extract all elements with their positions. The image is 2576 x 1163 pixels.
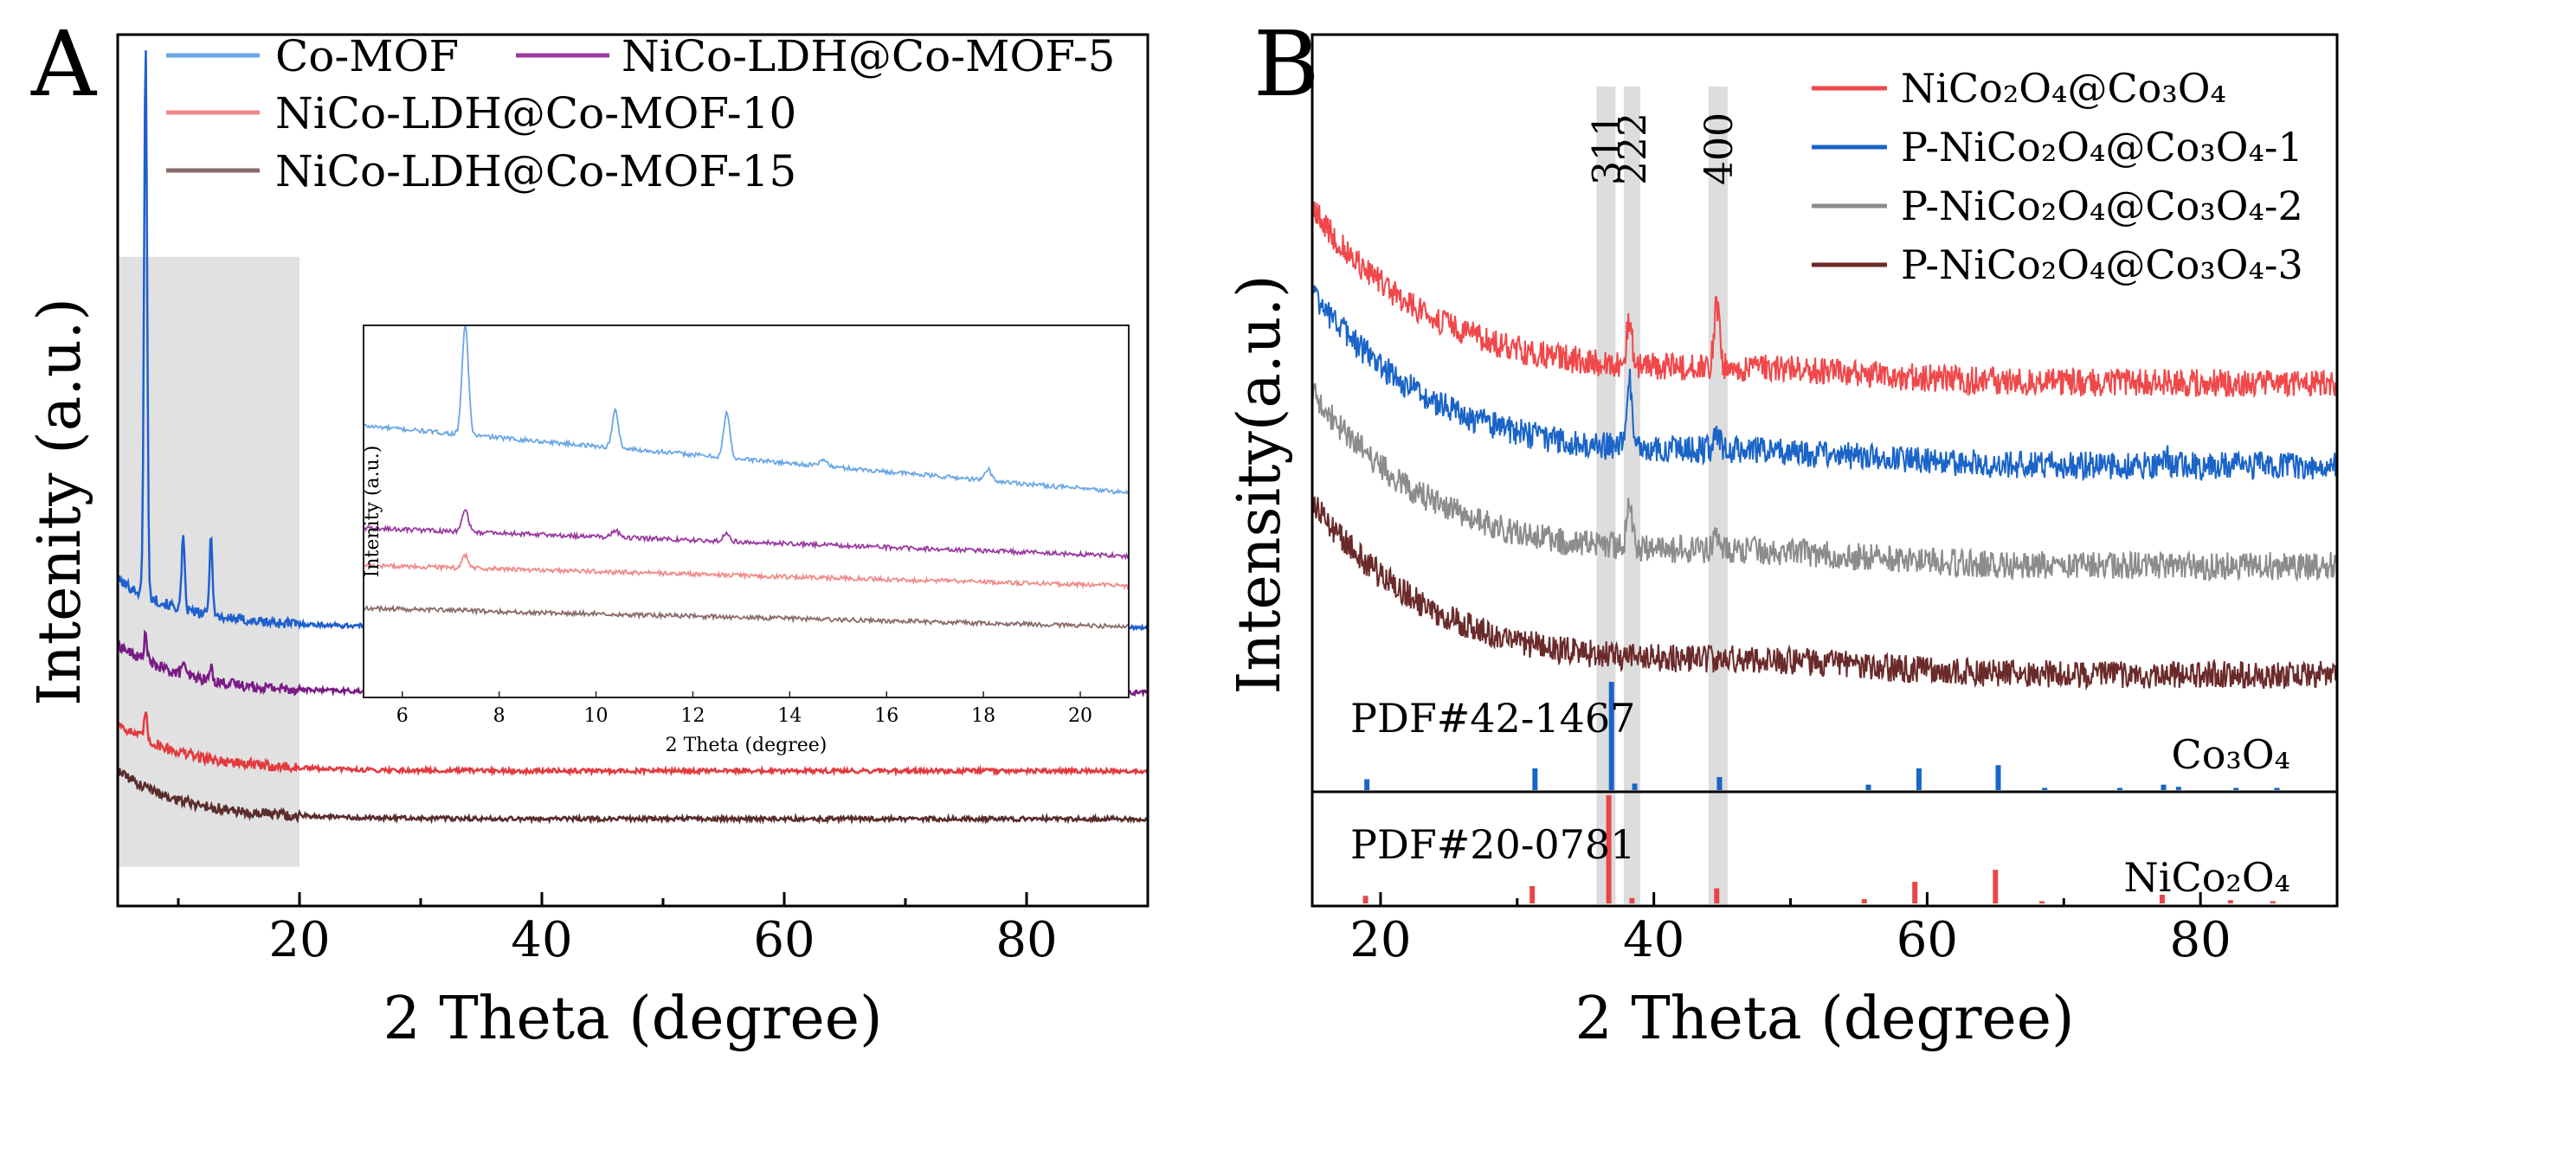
a-legend-label-ldh-10: NiCo-LDH@Co-MOF-10 bbox=[275, 88, 796, 138]
panel-a: 20 40 60 80 2 Theta (degree) Intenity (a.u.… bbox=[26, 31, 1150, 1053]
a-inset-series-nico-ldh-co-mof-15 bbox=[363, 604, 1130, 630]
b-x-tick-label: 80 bbox=[2170, 912, 2231, 968]
b-series-nico-o-co-o bbox=[1311, 201, 2338, 399]
a-inset-x-tick-label: 12 bbox=[680, 705, 705, 727]
a-series-nico-ldh-co-mof-15 bbox=[116, 768, 1149, 826]
a-inset-x-tick-label: 18 bbox=[971, 705, 995, 727]
a-x-tick-label: 40 bbox=[511, 912, 572, 968]
a-inset-frame bbox=[363, 324, 1130, 698]
panel-b-label: B bbox=[1253, 11, 1319, 117]
a-inset-x-tick-label: 16 bbox=[874, 705, 898, 727]
a-legend-label-ldh-15: NiCo-LDH@Co-MOF-15 bbox=[275, 146, 796, 196]
a-inset-background bbox=[364, 325, 1129, 697]
a-inset-y-axis-label: Intenity (a.u.) bbox=[362, 446, 383, 578]
a-y-axis-label: Intenity (a.u.) bbox=[26, 298, 94, 706]
b-legend-label-1: NiCo₂O₄@Co₃O₄ bbox=[1901, 65, 2226, 112]
a-inset-x-tick-label: 10 bbox=[584, 705, 609, 727]
a-x-tick-label: 20 bbox=[268, 912, 330, 968]
b-ref-label-nico2o4-pdf: PDF#20-0781 bbox=[1350, 821, 1635, 868]
a-legend-label-ldh-5: NiCo-LDH@Co-MOF-5 bbox=[621, 31, 1115, 81]
a-inset-series-co-mof bbox=[363, 324, 1130, 495]
panel-a-label: A bbox=[30, 11, 98, 117]
a-x-axis-label: 2 Theta (degree) bbox=[383, 985, 882, 1053]
a-x-tick-label: 60 bbox=[753, 912, 815, 968]
b-highlight-band bbox=[1708, 87, 1728, 904]
a-highlight-region bbox=[118, 256, 299, 867]
b-plane-label-400: 400 bbox=[1697, 112, 1742, 185]
b-legend-label-4: P-NiCo₂O₄@Co₃O₄-3 bbox=[1901, 241, 2303, 288]
b-y-axis-label: Intensity(a.u.) bbox=[1226, 274, 1294, 694]
b-x-axis-label: 2 Theta (degree) bbox=[1575, 985, 2074, 1053]
b-highlight-band bbox=[1623, 87, 1640, 904]
a-x-tick-label: 80 bbox=[995, 912, 1057, 968]
b-series-p-nico-o-co-o-3 bbox=[1311, 496, 2338, 691]
b-ref-phase-nico2o4: NiCo₂O₄ bbox=[2124, 854, 2290, 901]
a-legend-label-co-mof: Co-MOF bbox=[275, 31, 459, 81]
a-inset-series-nico-ldh-co-mof-5 bbox=[363, 509, 1130, 561]
b-x-tick-label: 40 bbox=[1623, 912, 1684, 968]
a-legend: Co-MOF NiCo-LDH@Co-MOF-5 NiCo-LDH@Co-MOF… bbox=[166, 31, 1115, 196]
a-inset-x-tick-label: 6 bbox=[396, 705, 409, 727]
a-inset-series-nico-ldh-co-mof-10 bbox=[363, 551, 1130, 590]
b-series-p-nico-o-co-o-2 bbox=[1311, 382, 2338, 583]
b-x-tick-label: 60 bbox=[1897, 912, 1958, 968]
a-inset-x-axis-label: 2 Theta (degree) bbox=[666, 735, 828, 756]
b-x-tick-label: 20 bbox=[1349, 912, 1411, 968]
b-plane-label-311: 311 bbox=[1585, 112, 1629, 185]
a-axes-frame bbox=[116, 33, 1150, 908]
a-inset-x-tick-label: 20 bbox=[1068, 705, 1092, 727]
b-axes-frame bbox=[1311, 33, 2339, 908]
a-inset: 6 8 10 12 14 16 18 20 2 Theta (degree) Intenity… bbox=[362, 324, 1130, 756]
a-series-nico-ldh-co-mof-10 bbox=[116, 711, 1150, 777]
a-inset-x-tick-label: 8 bbox=[493, 705, 506, 727]
b-ref-label-co3o4-pdf: PDF#42-1467 bbox=[1350, 695, 1635, 742]
b-legend: NiCo₂O₄@Co₃O₄ P-NiCo₂O₄@Co₃O₄-1 P-NiCo₂O… bbox=[1812, 65, 2303, 288]
a-inset-x-tick-label: 14 bbox=[777, 705, 802, 727]
b-ref-phase-co3o4: Co₃O₄ bbox=[2172, 731, 2290, 778]
b-legend-label-2: P-NiCo₂O₄@Co₃O₄-1 bbox=[1901, 124, 2303, 170]
b-series-p-nico-o-co-o-1 bbox=[1311, 285, 2338, 482]
b-legend-label-3: P-NiCo₂O₄@Co₃O₄-2 bbox=[1901, 183, 2303, 229]
b-plane-label-222: 222 bbox=[1611, 112, 1655, 185]
